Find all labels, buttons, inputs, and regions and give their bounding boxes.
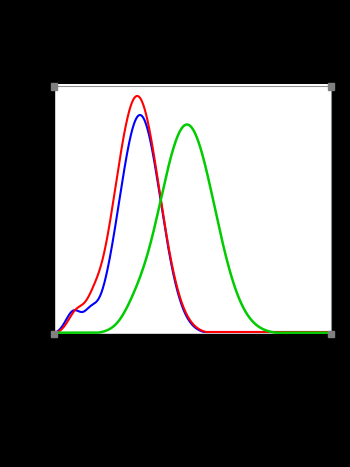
Bar bbox=[328, 83, 334, 90]
Bar bbox=[51, 331, 57, 337]
Bar bbox=[51, 83, 57, 90]
Y-axis label: Events: Events bbox=[31, 178, 49, 240]
Bar bbox=[328, 331, 334, 337]
Text: Phospho-JAK1(Y1034/1035) APC: Phospho-JAK1(Y1034/1035) APC bbox=[0, 362, 350, 381]
